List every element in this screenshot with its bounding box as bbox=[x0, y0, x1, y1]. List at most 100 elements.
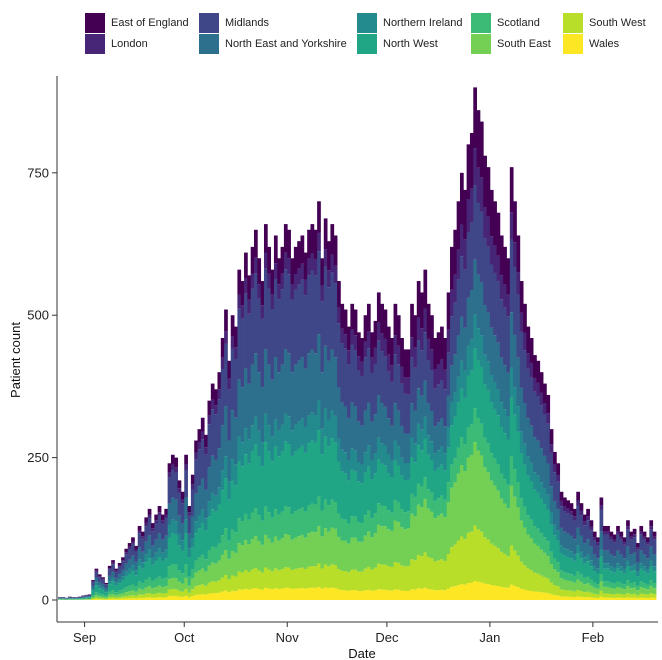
bar-segment bbox=[423, 499, 428, 553]
bar-segment bbox=[516, 482, 521, 508]
bar-segment bbox=[333, 442, 338, 502]
bar-segment bbox=[330, 272, 335, 350]
bar-segment bbox=[503, 284, 507, 308]
bar-segment bbox=[224, 456, 228, 479]
bar-segment bbox=[496, 212, 501, 256]
bar-segment bbox=[499, 402, 504, 428]
bar-segment bbox=[393, 500, 398, 521]
x-tick-label: Nov bbox=[276, 630, 300, 645]
bar-segment bbox=[141, 583, 145, 590]
bar-segment bbox=[519, 331, 524, 388]
bar-segment bbox=[609, 597, 614, 600]
bar-segment bbox=[67, 598, 72, 600]
bar-segment bbox=[516, 587, 521, 600]
bar-segment bbox=[200, 431, 205, 440]
bar-segment bbox=[559, 553, 564, 571]
bar-segment bbox=[353, 350, 358, 407]
bar-segment bbox=[410, 337, 414, 358]
bar-segment bbox=[137, 588, 142, 595]
bar-segment bbox=[592, 597, 597, 600]
bar-segment bbox=[207, 516, 212, 551]
bar-segment bbox=[260, 589, 265, 600]
bar-segment bbox=[609, 531, 614, 537]
bar-segment bbox=[649, 597, 654, 600]
bar-segment bbox=[423, 416, 428, 439]
bar-segment bbox=[619, 597, 624, 600]
bar-segment bbox=[642, 554, 647, 567]
bar-segment bbox=[366, 402, 371, 446]
bar-segment bbox=[582, 514, 587, 522]
bar-segment bbox=[137, 530, 142, 534]
bar-segment bbox=[416, 388, 421, 424]
bar-segment bbox=[602, 597, 607, 600]
bar-segment bbox=[121, 598, 125, 600]
bar-segment bbox=[513, 266, 517, 335]
bar-segment bbox=[459, 224, 464, 257]
bar-segment bbox=[473, 408, 477, 443]
bar-segment bbox=[114, 597, 119, 600]
bar-segment bbox=[503, 246, 507, 285]
bar-segment bbox=[174, 472, 178, 500]
bar-segment bbox=[167, 463, 172, 473]
bar-segment bbox=[250, 273, 255, 289]
bar-segment bbox=[190, 569, 195, 579]
bar-segment bbox=[523, 464, 527, 507]
bar-segment bbox=[626, 580, 630, 587]
bar-segment bbox=[147, 535, 152, 550]
bar-segment bbox=[317, 526, 321, 564]
bar-segment bbox=[194, 459, 198, 494]
bar-segment bbox=[612, 572, 617, 584]
bar-segment bbox=[450, 401, 454, 426]
bar-segment bbox=[197, 594, 202, 600]
bar-segment bbox=[386, 472, 391, 511]
bar-segment bbox=[187, 585, 192, 593]
bar-segment bbox=[366, 348, 371, 403]
bar-segment bbox=[234, 358, 238, 418]
bar-segment bbox=[589, 560, 594, 567]
bar-segment bbox=[619, 594, 624, 598]
bar-segment bbox=[323, 564, 328, 588]
bar-segment bbox=[396, 589, 401, 600]
bar-segment bbox=[639, 568, 644, 582]
bar-segment bbox=[174, 564, 178, 579]
bar-segment bbox=[649, 520, 654, 527]
bar-segment bbox=[111, 581, 115, 591]
legend-item: London bbox=[85, 34, 148, 54]
bar-segment bbox=[489, 480, 494, 544]
bar-segment bbox=[230, 480, 235, 530]
bar-segment bbox=[347, 590, 351, 600]
bar-segment bbox=[602, 568, 607, 582]
bar-segment bbox=[273, 357, 278, 420]
bar-segment bbox=[260, 466, 265, 521]
bar-segment bbox=[606, 550, 610, 564]
bar-segment bbox=[400, 425, 404, 458]
bar-segment bbox=[516, 294, 521, 358]
bar-segment bbox=[646, 573, 650, 585]
bar-segment bbox=[396, 345, 401, 365]
bar-segment bbox=[596, 584, 600, 589]
bar-segment bbox=[626, 526, 630, 530]
bar-segment bbox=[117, 590, 122, 595]
legend-swatch bbox=[563, 34, 583, 54]
bar-segment bbox=[420, 292, 424, 329]
bar-segment bbox=[616, 581, 620, 588]
bar-segment bbox=[210, 409, 215, 456]
bar-segment bbox=[456, 447, 461, 474]
bar-segment bbox=[599, 497, 604, 506]
bar-segment bbox=[263, 587, 268, 600]
bar-segment bbox=[184, 469, 188, 498]
bar-segment bbox=[453, 416, 458, 459]
bar-segment bbox=[164, 508, 169, 515]
bar-segment bbox=[410, 303, 414, 338]
bar-segment bbox=[237, 518, 242, 544]
bar-segment bbox=[536, 528, 541, 546]
bar-segment bbox=[523, 527, 527, 566]
bar-segment bbox=[167, 566, 172, 580]
bar-segment bbox=[357, 332, 361, 357]
bar-segment bbox=[446, 292, 451, 330]
bar-segment bbox=[373, 364, 378, 415]
bar-segment bbox=[489, 543, 494, 586]
bar-segment bbox=[426, 489, 431, 509]
bar-segment bbox=[370, 332, 375, 358]
bar-segment bbox=[622, 584, 627, 590]
